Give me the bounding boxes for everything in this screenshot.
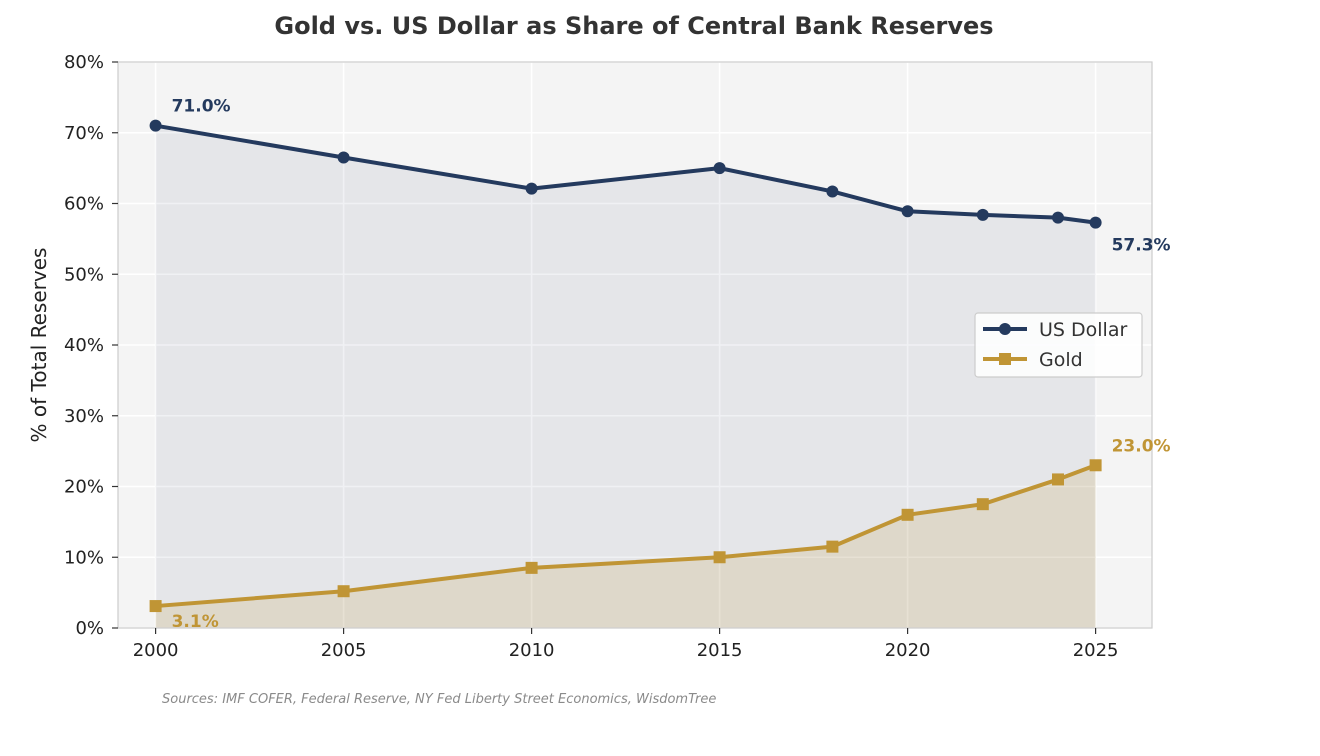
x-tick-label: 2015 — [697, 640, 743, 661]
data-point — [525, 182, 538, 195]
data-point — [826, 540, 839, 553]
legend: US Dollar Gold — [974, 312, 1143, 378]
data-point — [1089, 216, 1102, 229]
data-point — [149, 119, 162, 132]
data-point — [337, 151, 350, 164]
y-tick-label: 70% — [64, 123, 104, 144]
source-note: Sources: IMF COFER, Federal Reserve, NY … — [162, 692, 716, 707]
data-point — [149, 600, 162, 613]
legend-label: Gold — [1039, 349, 1083, 371]
y-tick-label: 60% — [64, 194, 104, 215]
y-tick-label: 50% — [64, 264, 104, 285]
legend-swatch-marker — [999, 323, 1011, 335]
y-tick-label: 10% — [64, 547, 104, 568]
chart-title: Gold vs. US Dollar as Share of Central B… — [274, 12, 993, 40]
data-labels: 71.0% 57.3% 3.1% 23.0% — [172, 97, 1171, 632]
data-point — [1089, 459, 1102, 472]
x-tick-label: 2000 — [133, 640, 179, 661]
data-point — [1052, 211, 1064, 224]
series-fill — [155, 125, 1096, 629]
y-axis-label: % of Total Reserves — [27, 248, 51, 443]
data-point — [826, 185, 839, 198]
x-tick-label: 2020 — [885, 640, 931, 661]
x-tick-label: 2010 — [509, 640, 555, 661]
data-label: 23.0% — [1112, 436, 1171, 456]
legend-label: US Dollar — [1039, 319, 1127, 341]
data-point — [976, 208, 989, 221]
y-tick-label: 40% — [64, 335, 104, 356]
data-point — [901, 205, 914, 218]
data-point — [713, 551, 726, 564]
axes: 0% 10% 20% 30% 40% 50% 60% 70% 80% 2000 2005 2010 20… — [64, 52, 1119, 661]
series-markers — [149, 119, 1102, 613]
data-point — [525, 561, 538, 574]
data-point — [1052, 473, 1064, 486]
data-label: 3.1% — [172, 612, 219, 632]
data-label: 71.0% — [172, 97, 231, 117]
x-tick-label: 2025 — [1073, 640, 1119, 661]
data-point — [901, 508, 914, 521]
data-point — [713, 162, 726, 175]
y-tick-label: 0% — [75, 618, 104, 639]
legend-swatch-marker — [999, 353, 1011, 365]
data-label: 57.3% — [1112, 236, 1171, 256]
data-point — [976, 498, 989, 511]
y-tick-label: 30% — [64, 406, 104, 427]
data-point — [337, 585, 350, 598]
y-tick-label: 80% — [64, 52, 104, 73]
y-tick-label: 20% — [64, 477, 104, 498]
x-tick-label: 2005 — [321, 640, 367, 661]
